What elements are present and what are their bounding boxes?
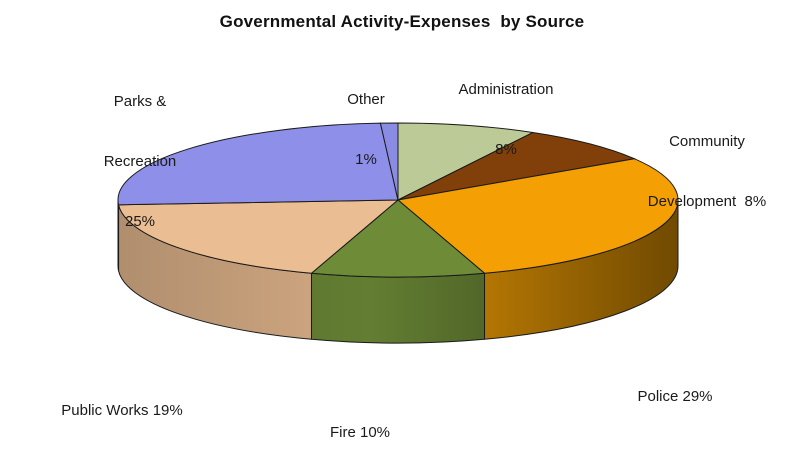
- label-line: Development 8%: [647, 193, 767, 210]
- pie-slice-fire: [310, 199, 486, 278]
- label-line: 1%: [355, 151, 377, 168]
- label-line: Community: [669, 133, 745, 150]
- pie-slice-administration: [397, 122, 534, 201]
- chart-title: Governmental Activity-Expenses by Source: [219, 12, 585, 31]
- label-community-development: Community Development 8%: [648, 92, 766, 252]
- label-public-works: Public Works 19%: [61, 361, 182, 461]
- label-line: Public Works 19%: [61, 402, 183, 419]
- pie-slice-public-works: [118, 199, 399, 274]
- pie-slice-other: [379, 122, 399, 201]
- label-parks-recreation: Parks & Recreation 25%: [104, 52, 177, 272]
- label-line: Parks &: [113, 93, 167, 110]
- pie-slice-community-development: [397, 132, 635, 201]
- label-line: Other: [347, 91, 385, 108]
- label-administration: Administration 8%: [458, 40, 553, 200]
- label-police: Police 29%: [637, 347, 712, 447]
- label-line: 25%: [124, 213, 156, 230]
- pie-slice-parks-recreation: [117, 122, 399, 206]
- label-line: 8%: [495, 141, 517, 158]
- pie-slice-fire-side: [310, 272, 486, 344]
- label-line: Fire 10%: [329, 424, 391, 441]
- label-line: Administration: [458, 81, 554, 98]
- label-line: Police 29%: [637, 388, 713, 405]
- label-other: Other 1%: [347, 50, 385, 210]
- pie-slice-police: [397, 158, 679, 274]
- label-line: Recreation: [103, 153, 177, 170]
- label-fire: Fire 10%: [330, 383, 390, 464]
